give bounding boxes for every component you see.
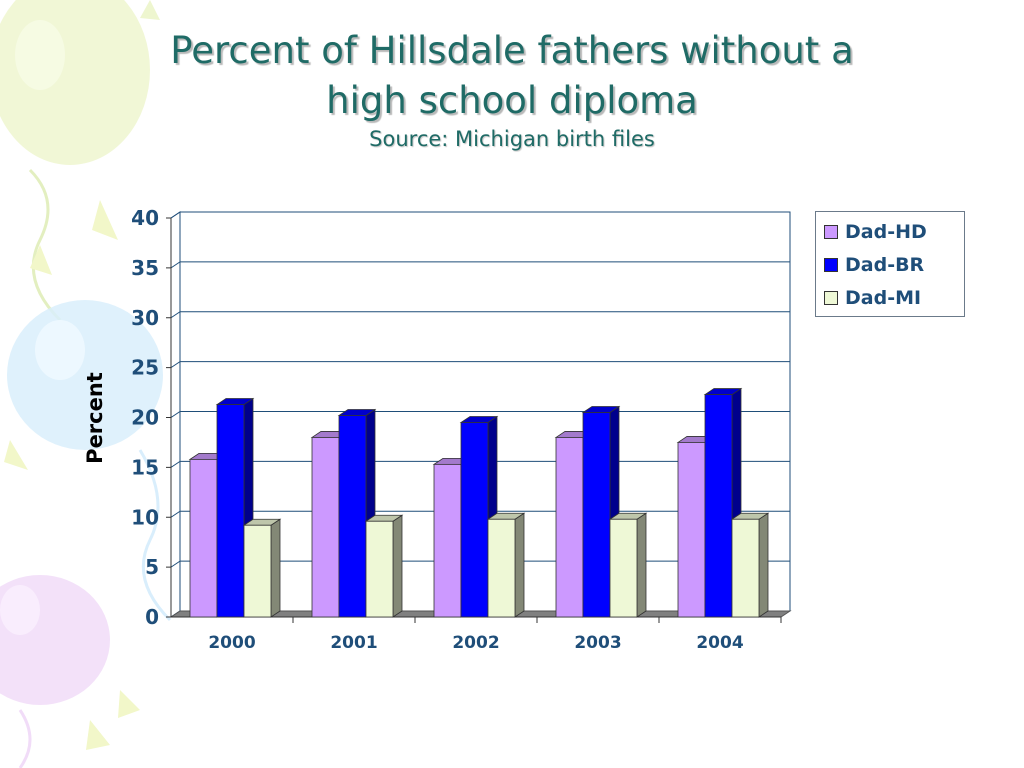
gridline-side xyxy=(170,211,181,219)
bar-dad-hd-2002 xyxy=(433,463,462,618)
bar-dad-br-2001 xyxy=(338,415,367,618)
x-tick-label-2004: 2004 xyxy=(696,633,743,653)
legend-swatch-dad-hd xyxy=(824,225,838,239)
y-tick-label: 15 xyxy=(131,455,159,479)
gridline-side xyxy=(170,460,181,468)
y-tick-label: 30 xyxy=(131,306,159,330)
bar-dad-br-2000 xyxy=(216,404,245,618)
bar-side-dad-mi-2003 xyxy=(636,512,647,618)
gridline-side xyxy=(170,411,181,418)
legend-swatch-dad-br xyxy=(824,258,838,272)
x-tick-label-2002: 2002 xyxy=(452,633,499,653)
y-axis-label: Percent xyxy=(83,372,107,464)
x-tick-label-2003: 2003 xyxy=(574,633,621,653)
title-line-2: high school diploma xyxy=(326,79,698,122)
bar-dad-mi-2004 xyxy=(731,518,760,618)
bar-side-dad-mi-2001 xyxy=(392,514,403,618)
gridline-side xyxy=(170,261,181,269)
bar-dad-hd-2000 xyxy=(189,458,218,618)
bar-side-dad-mi-2000 xyxy=(270,518,281,618)
legend-item-dad-br: Dad-BR xyxy=(824,251,924,279)
gridline-side xyxy=(170,510,181,518)
bar-dad-mi-2001 xyxy=(365,520,394,618)
legend-label-dad-br: Dad-BR xyxy=(845,254,925,276)
bar-dad-hd-2004 xyxy=(677,442,706,618)
legend-item-dad-mi: Dad-MI xyxy=(824,284,921,312)
legend-label-dad-hd: Dad-HD xyxy=(845,221,927,243)
y-tick-label: 35 xyxy=(131,256,159,280)
legend-label-dad-mi: Dad-MI xyxy=(845,287,922,309)
subtitle: Source: Michigan birth files xyxy=(369,127,655,151)
x-tick-label-2001: 2001 xyxy=(330,633,377,653)
gridline-side xyxy=(170,311,181,319)
legend: Dad-HD Dad-BR Dad-MI xyxy=(815,211,965,317)
title-line-1: Percent of Hillsdale fathers without a xyxy=(170,29,854,72)
bar-dad-mi-2003 xyxy=(609,518,638,618)
y-tick-label: 25 xyxy=(131,356,159,380)
y-tick-label: 10 xyxy=(131,505,159,529)
y-tick-label: 5 xyxy=(145,555,159,579)
bar-dad-hd-2003 xyxy=(555,437,584,618)
bar-dad-hd-2001 xyxy=(311,437,340,618)
bar-side-dad-mi-2002 xyxy=(514,512,525,618)
bar-dad-br-2002 xyxy=(460,422,489,618)
y-tick-label: 40 xyxy=(131,206,159,230)
bar-dad-mi-2000 xyxy=(243,524,272,618)
legend-item-dad-hd: Dad-HD xyxy=(824,218,927,246)
bar-dad-br-2004 xyxy=(704,394,733,618)
y-tick-label: 0 xyxy=(145,605,159,629)
legend-swatch-dad-mi xyxy=(824,291,838,305)
gridline-side xyxy=(170,361,181,369)
gridline-side xyxy=(170,560,181,568)
bar-side-dad-mi-2004 xyxy=(758,512,769,618)
bar-dad-br-2003 xyxy=(582,412,611,618)
x-tick-label-2000: 2000 xyxy=(208,633,255,653)
bar-dad-mi-2002 xyxy=(487,518,516,618)
y-tick-label: 20 xyxy=(131,406,159,430)
